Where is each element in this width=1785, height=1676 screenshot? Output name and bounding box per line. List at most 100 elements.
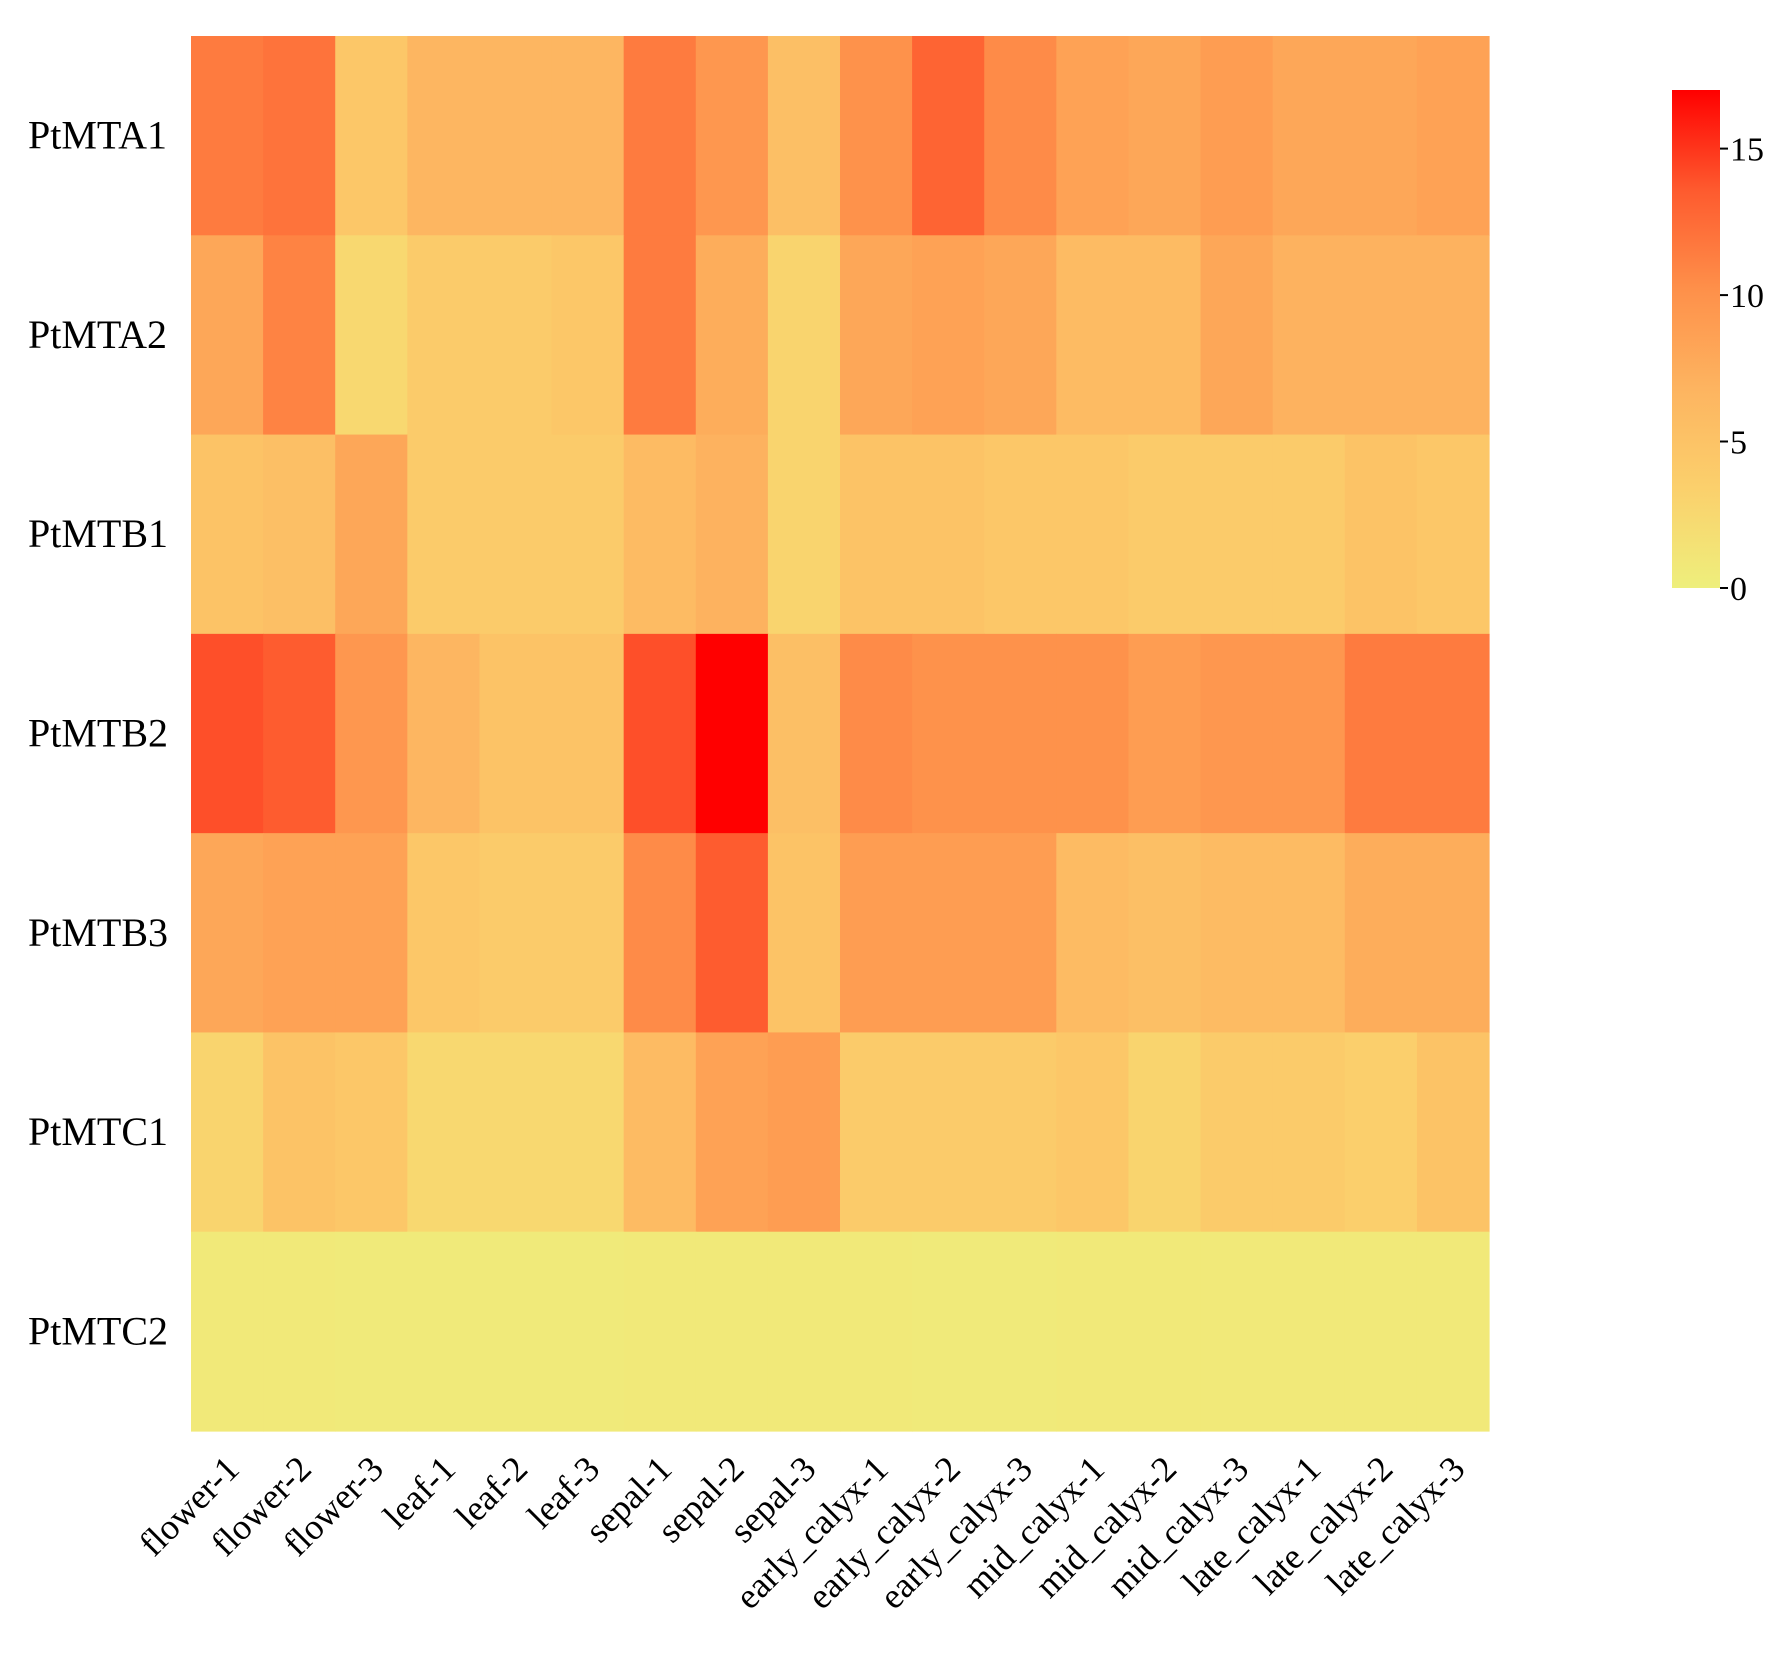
heatmap-cell xyxy=(407,833,481,1034)
heatmap-cell xyxy=(767,833,841,1034)
heatmap-cell xyxy=(1056,1032,1130,1233)
heatmap-cell xyxy=(263,633,336,834)
heatmap-cell xyxy=(1200,434,1274,635)
heatmap-cell xyxy=(191,235,264,436)
heatmap-cell xyxy=(840,633,913,834)
heatmap-cell xyxy=(479,833,553,1034)
heatmap-cell xyxy=(191,434,264,635)
heatmap-cell xyxy=(1056,235,1130,436)
heatmap-cell xyxy=(695,1032,769,1233)
heatmap-cell xyxy=(335,36,408,236)
heatmap-cell xyxy=(984,235,1057,436)
heatmap-cell xyxy=(767,633,841,834)
heatmap-cell xyxy=(1344,434,1418,635)
heatmap-cell xyxy=(623,36,697,236)
heatmap-cell xyxy=(912,235,985,436)
heatmap-cell xyxy=(840,235,913,436)
heatmap-cell xyxy=(263,235,336,436)
heatmap-cell xyxy=(551,434,625,635)
heatmap-cell xyxy=(912,833,985,1034)
heatmap-cell xyxy=(984,36,1057,236)
heatmap-cell xyxy=(1272,633,1346,834)
colorbar-tick-label: 5 xyxy=(1730,425,1747,462)
heatmap-cell xyxy=(984,633,1057,834)
heatmap-cell xyxy=(1056,833,1130,1034)
colorbar-gradient xyxy=(1672,90,1720,588)
row-label: PtMTB2 xyxy=(28,711,168,756)
heatmap-cell xyxy=(1344,1231,1418,1432)
heatmap-cell xyxy=(479,1231,553,1432)
heatmap-cell xyxy=(479,36,553,236)
heatmap-cell xyxy=(263,833,336,1034)
heatmap-cell xyxy=(1272,833,1346,1034)
heatmap-cell xyxy=(1056,1231,1130,1432)
heatmap-cell xyxy=(984,833,1057,1034)
heatmap-cell xyxy=(407,235,481,436)
heatmap-cell xyxy=(551,1032,625,1233)
heatmap-cell xyxy=(623,434,697,635)
row-label: PtMTB1 xyxy=(28,511,168,556)
heatmap-cell xyxy=(263,36,336,236)
heatmap-cell xyxy=(623,235,697,436)
heatmap-cell xyxy=(191,36,264,236)
heatmap-cell xyxy=(1416,434,1490,635)
heatmap-cell xyxy=(1200,1032,1274,1233)
heatmap-cell xyxy=(1272,36,1346,236)
heatmap-cell xyxy=(695,833,769,1034)
colorbar-tick-label: 0 xyxy=(1730,571,1747,608)
heatmap-cell xyxy=(695,235,769,436)
heatmap-cell xyxy=(695,36,769,236)
heatmap-cell xyxy=(191,1032,264,1233)
colorbar-tick-label: 10 xyxy=(1730,278,1764,315)
heatmap-cell xyxy=(407,1032,481,1233)
heatmap-cell xyxy=(263,1032,336,1233)
heatmap-cell xyxy=(479,1032,553,1233)
heatmap-cell xyxy=(840,833,913,1034)
heatmap-cell xyxy=(1344,36,1418,236)
heatmap-cell xyxy=(1128,434,1202,635)
heatmap-cell xyxy=(840,1231,913,1432)
heatmap-cell xyxy=(1128,1231,1202,1432)
heatmap-cell xyxy=(263,434,336,635)
heatmap-cell xyxy=(1056,633,1130,834)
heatmap-cell xyxy=(1344,833,1418,1034)
heatmap-cell xyxy=(623,833,697,1034)
heatmap-cell xyxy=(335,633,408,834)
heatmap-cell xyxy=(1344,1032,1418,1233)
heatmap-cell xyxy=(1416,833,1490,1034)
heatmap-cell xyxy=(551,833,625,1034)
heatmap-cell xyxy=(1344,235,1418,436)
heatmap-cell xyxy=(695,1231,769,1432)
heatmap-cell xyxy=(695,633,769,834)
heatmap-cell xyxy=(551,1231,625,1432)
heatmap-cell xyxy=(263,1231,336,1432)
heatmap-cell xyxy=(191,1231,264,1432)
heatmap-cell xyxy=(912,1231,985,1432)
heatmap-cell xyxy=(1128,833,1202,1034)
heatmap-cell xyxy=(1416,1032,1490,1233)
heatmap-cell xyxy=(1056,434,1130,635)
heatmap-cell xyxy=(479,633,553,834)
colorbar: 15 10 5 0 xyxy=(1672,90,1764,608)
heatmap-cell xyxy=(984,1231,1057,1432)
heatmap-cell xyxy=(1128,633,1202,834)
heatmap-cell xyxy=(1272,235,1346,436)
heatmap-cell xyxy=(840,1032,913,1233)
row-label: PtMTA1 xyxy=(28,113,167,158)
heatmap-cell xyxy=(1200,1231,1274,1432)
heatmap-cell xyxy=(407,633,481,834)
heatmap-cell xyxy=(1128,1032,1202,1233)
heatmap-cell xyxy=(407,36,481,236)
heatmap-cell xyxy=(767,1032,841,1233)
heatmap-cell xyxy=(1272,434,1346,635)
heatmap-cell xyxy=(767,235,841,436)
heatmap-cell xyxy=(1272,1032,1346,1233)
heatmap-cell xyxy=(551,36,625,236)
heatmap-cell xyxy=(1416,633,1490,834)
heatmap-cell xyxy=(912,434,985,635)
heatmap-cell xyxy=(767,434,841,635)
heatmap-cell xyxy=(551,633,625,834)
heatmap-cell xyxy=(840,36,913,236)
row-label: PtMTA2 xyxy=(28,312,167,357)
heatmap-cell xyxy=(335,1032,408,1233)
